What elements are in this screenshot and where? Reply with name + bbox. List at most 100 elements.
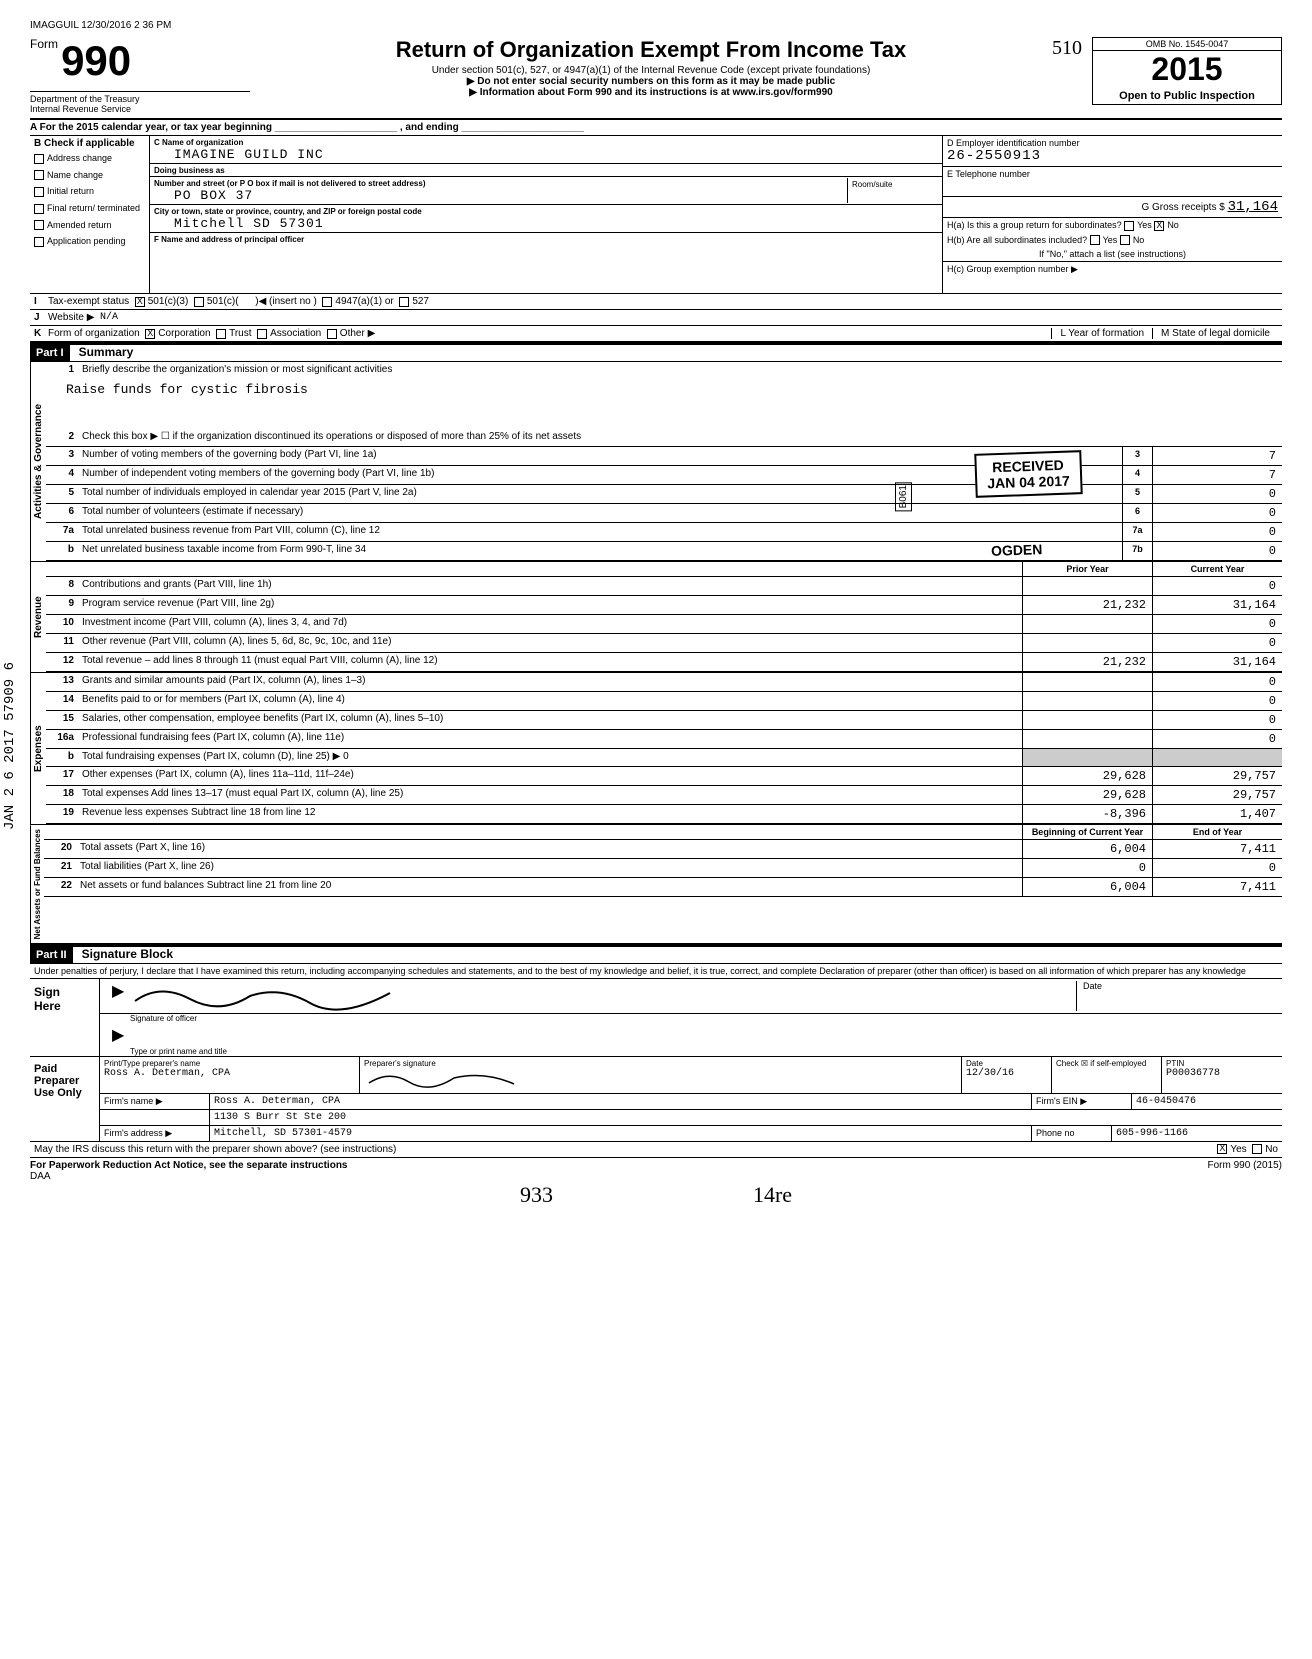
line-num: 3 xyxy=(46,447,78,465)
current-val: 0 xyxy=(1152,577,1282,595)
line-val: 0 xyxy=(1152,485,1282,503)
officer-signature[interactable] xyxy=(130,981,1076,1011)
firm-addr: Mitchell, SD 57301-4579 xyxy=(210,1126,1032,1141)
prior-val: 6,004 xyxy=(1022,840,1152,858)
chk-address-change[interactable] xyxy=(34,154,44,164)
prior-val xyxy=(1022,634,1152,652)
e-phone-lbl: E Telephone number xyxy=(947,169,1278,179)
prior-val xyxy=(1022,711,1152,729)
line-ref: 4 xyxy=(1122,466,1152,484)
sign-lbl1: Sign xyxy=(34,985,95,999)
line-num: 15 xyxy=(46,711,78,729)
gross-receipts: 31,164 xyxy=(1228,199,1278,215)
chk-amended[interactable] xyxy=(34,220,44,230)
line-num: 6 xyxy=(46,504,78,522)
firm-name-lbl: Firm's name ▶ xyxy=(100,1094,210,1109)
line-num: 4 xyxy=(46,466,78,484)
prep-name-lbl: Print/Type preparer's name xyxy=(104,1059,355,1068)
vlabel-netassets: Net Assets or Fund Balances xyxy=(30,825,44,943)
c-city-lbl: City or town, state or province, country… xyxy=(154,207,422,216)
chk-assoc[interactable] xyxy=(257,329,267,339)
line-txt: Other revenue (Part VIII, column (A), li… xyxy=(78,634,1022,652)
line-ref: 5 xyxy=(1122,485,1152,503)
ptin: P00036778 xyxy=(1166,1068,1278,1079)
chk-hb-yes[interactable] xyxy=(1090,235,1100,245)
hand-14re: 14re xyxy=(753,1182,792,1208)
paid-lbl1: Paid xyxy=(34,1063,95,1075)
chk-501c3[interactable] xyxy=(135,297,145,307)
perjury-text: Under penalties of perjury, I declare th… xyxy=(30,964,1282,979)
chk-name-change[interactable] xyxy=(34,170,44,180)
l2-txt: Check this box ▶ ☐ if the organization d… xyxy=(78,429,1282,446)
firm-name: Ross A. Determan, CPA xyxy=(210,1094,1032,1109)
line-val: 7 xyxy=(1152,466,1282,484)
chk-527[interactable] xyxy=(399,297,409,307)
opt-other: Other ▶ xyxy=(340,328,375,339)
chk-trust[interactable] xyxy=(216,329,226,339)
phone-lbl: Phone no xyxy=(1032,1126,1112,1141)
line-num: 17 xyxy=(46,767,78,785)
line-txt: Revenue less expenses Subtract line 18 f… xyxy=(78,805,1022,823)
chk-other[interactable] xyxy=(327,329,337,339)
current-val: 31,164 xyxy=(1152,596,1282,614)
form-org-lbl: Form of organization xyxy=(48,328,140,339)
firm-phone: 605-996-1166 xyxy=(1112,1126,1282,1141)
chk-app-pending[interactable] xyxy=(34,237,44,247)
chk-501c[interactable] xyxy=(194,297,204,307)
line-num: 22 xyxy=(44,878,76,896)
line-ref: 7a xyxy=(1122,523,1152,541)
m-domicile: M State of legal domicile xyxy=(1152,328,1278,339)
opt-501c3: 501(c)(3) xyxy=(148,296,189,307)
daa: DAA xyxy=(30,1171,51,1182)
prior-val xyxy=(1022,749,1152,766)
part2-hdr: Part II xyxy=(30,947,73,963)
prep-sig-lbl: Preparer's signature xyxy=(364,1059,957,1068)
line-txt: Total number of volunteers (estimate if … xyxy=(78,504,1122,522)
line-num: b xyxy=(46,542,78,560)
ogden-stamp: OGDEN xyxy=(990,541,1042,559)
chk-final-return[interactable] xyxy=(34,204,44,214)
opt-501c: 501(c) xyxy=(207,296,235,307)
prep-date: 12/30/16 xyxy=(966,1068,1047,1079)
line-num: 13 xyxy=(46,673,78,691)
omb-number: OMB No. 1545-0047 xyxy=(1092,37,1282,51)
prior-val xyxy=(1022,730,1152,748)
chk-4947[interactable] xyxy=(322,297,332,307)
room-suite-lbl: Room/suite xyxy=(848,178,938,203)
prior-val xyxy=(1022,577,1152,595)
prior-val: 21,232 xyxy=(1022,596,1152,614)
l1-mission: Raise funds for cystic fibrosis xyxy=(46,380,1282,399)
part1-title: Summary xyxy=(73,345,134,359)
current-val: 0 xyxy=(1152,859,1282,877)
org-name: IMAGINE GUILD INC xyxy=(154,147,938,162)
irs-no: No xyxy=(1265,1144,1278,1155)
current-val: 0 xyxy=(1152,692,1282,710)
prior-val xyxy=(1022,615,1152,633)
line-ref: 3 xyxy=(1122,447,1152,465)
chk-ha-yes[interactable] xyxy=(1124,221,1134,231)
chk-irs-yes[interactable] xyxy=(1217,1144,1227,1154)
ha-no: No xyxy=(1167,220,1179,230)
chk-initial-return[interactable] xyxy=(34,187,44,197)
hdr-prior-year: Prior Year xyxy=(1022,562,1152,576)
line-num: 10 xyxy=(46,615,78,633)
org-city: Mitchell SD 57301 xyxy=(154,216,938,231)
received-stamp: RECEIVED JAN 04 2017 xyxy=(975,450,1083,498)
chk-hb-no[interactable] xyxy=(1120,235,1130,245)
chk-ha-no[interactable] xyxy=(1154,221,1164,231)
lbl-app-pending: Application pending xyxy=(47,236,126,246)
current-val: 0 xyxy=(1152,673,1282,691)
line-val: 0 xyxy=(1152,504,1282,522)
line-txt: Total revenue – add lines 8 through 11 (… xyxy=(78,653,1022,671)
chk-corp[interactable] xyxy=(145,329,155,339)
prep-name: Ross A. Determan, CPA xyxy=(104,1068,355,1079)
website-val: N/A xyxy=(100,312,118,323)
paperwork-notice: For Paperwork Reduction Act Notice, see … xyxy=(30,1160,348,1171)
vlabel-revenue: Revenue xyxy=(30,562,46,672)
opt-4947: 4947(a)(1) or xyxy=(335,296,393,307)
chk-irs-no[interactable] xyxy=(1252,1144,1262,1154)
row-a-tax-year: A For the 2015 calendar year, or tax yea… xyxy=(30,120,1282,136)
preparer-signature xyxy=(364,1068,544,1088)
current-val: 0 xyxy=(1152,711,1282,729)
row-k-lead: K xyxy=(34,328,48,339)
